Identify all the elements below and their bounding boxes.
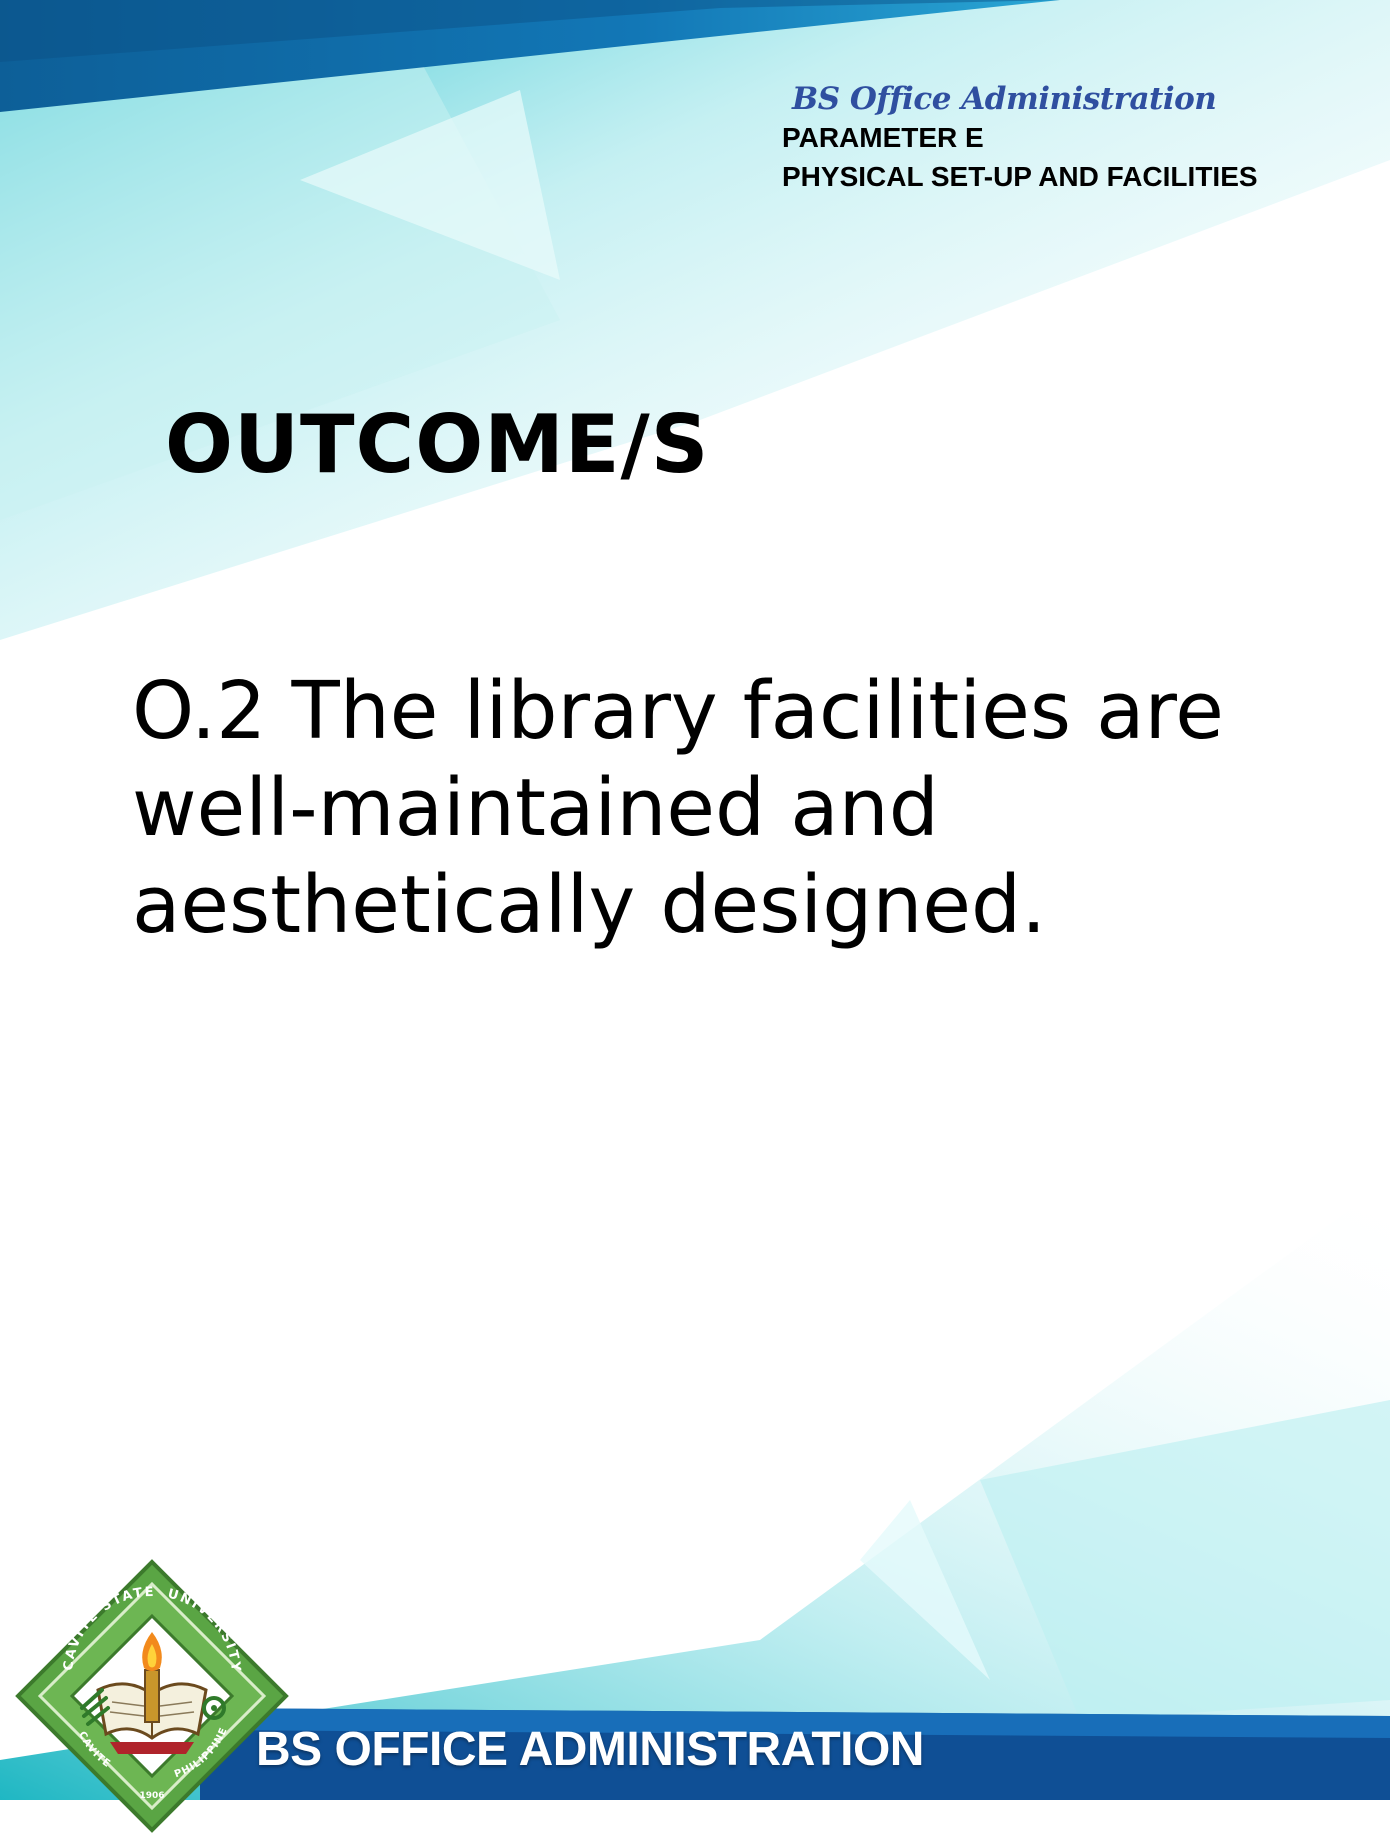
outcome-line-1: O.2 The library facilities are: [132, 665, 1224, 757]
outcome-line-2: well-maintained and: [132, 762, 939, 854]
header-block: BS Office Administration PARAMETER E PHY…: [782, 80, 1382, 196]
seal-year: 1906: [139, 1791, 164, 1801]
outcome-statement: O.2 The library facilities are well-main…: [132, 663, 1282, 954]
footer-banner: BS OFFICE ADMINISTRATION: [256, 1723, 924, 1776]
program-title: BS Office Administration: [792, 81, 1217, 117]
university-seal-logo: CAVITE STATE UNIVERSITY CAVITE PHILIPPIN…: [14, 1558, 289, 1833]
parameter-area: PHYSICAL SET-UP AND FACILITIES: [782, 161, 1258, 192]
section-heading: OUTCOME/S: [165, 398, 710, 491]
outcome-line-3: aesthetically designed.: [132, 859, 1047, 951]
parameter-label: PARAMETER E: [782, 122, 984, 153]
